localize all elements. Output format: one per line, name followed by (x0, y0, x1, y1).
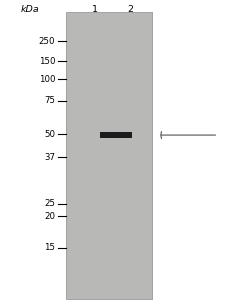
Text: 250: 250 (39, 37, 55, 46)
Text: 100: 100 (39, 75, 55, 84)
Bar (66, 12, 152, 299)
Text: 50: 50 (44, 130, 55, 139)
Text: 25: 25 (44, 199, 55, 208)
Text: 150: 150 (39, 57, 55, 66)
Text: kDa: kDa (21, 5, 40, 14)
Text: 20: 20 (44, 212, 55, 221)
Bar (99, 132, 132, 138)
Text: 1: 1 (92, 5, 97, 14)
Text: 37: 37 (44, 153, 55, 162)
Text: 2: 2 (128, 5, 133, 14)
Text: 75: 75 (44, 96, 55, 105)
Text: 15: 15 (44, 243, 55, 252)
